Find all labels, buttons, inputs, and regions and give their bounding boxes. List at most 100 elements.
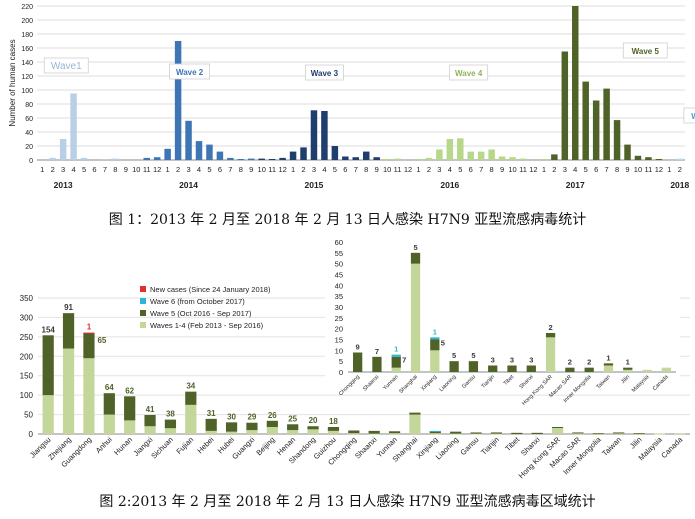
chart1-x-tick: 11 [143, 165, 151, 174]
chart2-x-tick: Fujian [174, 435, 195, 456]
chart2-bar-segment [307, 429, 319, 434]
wave-label-text: Wave 2 [176, 68, 204, 77]
chart2-bar-segment [266, 427, 278, 434]
chart2-bar-label: 1 [87, 323, 92, 332]
chart2-bar-segment [429, 433, 441, 435]
chart1-y-tick: 160 [21, 46, 33, 53]
inset-bar-segment [430, 337, 440, 340]
inset-bar-segment [603, 365, 614, 372]
inset-y-tick: 20 [335, 325, 343, 334]
chart2-bar-segment [409, 414, 421, 434]
figure1-caption: 图 1：2013 年 2 月至 2018 年 2 月 13 日人感染 H7N9 … [108, 212, 587, 228]
chart2-x-tick: Jilin [628, 435, 644, 451]
chart1-x-tick: 9 [249, 165, 253, 174]
chart2-bar-segment [348, 430, 360, 434]
inset-y-tick: 0 [339, 368, 343, 377]
chart2-bar-segment [409, 412, 421, 415]
chart2-bar-segment [551, 427, 564, 429]
chart2-bar-segment [327, 430, 340, 434]
inset-bar-label: 3 [510, 356, 514, 365]
inset-bar-segment [430, 339, 440, 351]
chart2-bar-segment [348, 433, 360, 435]
chart1-y-axis-label: Number of human cases [8, 39, 17, 126]
chart1-year-label: 2018 [670, 180, 689, 190]
chart2-bar-segment [450, 431, 462, 434]
chart2-bar-segment [450, 433, 462, 435]
chart2-bar-segment [307, 426, 319, 430]
inset-bar-segment [430, 350, 440, 372]
chart1-bar [174, 41, 182, 160]
chart1-x-tick: 1 [542, 165, 546, 174]
inset-bar-segment [468, 361, 479, 372]
chart1-bar [153, 157, 161, 160]
chart1-y-tick: 220 [21, 4, 33, 11]
wave-label-text: Wave 6 [691, 112, 695, 121]
epidemic-curve-chart: Number of human cases 020406080100120140… [8, 4, 695, 190]
chart2-bar-segment [287, 430, 299, 434]
chart2-bar-label: 64 [105, 383, 114, 392]
chart1-year-label: 2016 [440, 180, 459, 190]
chart1-x-tick: 9 [500, 165, 504, 174]
inset-bar-segment [526, 365, 536, 372]
chart1-bar [101, 159, 109, 160]
chart1-bar [206, 144, 213, 160]
chart1-y-tick: 100 [21, 88, 33, 95]
chart1-x-tick: 4 [573, 165, 577, 174]
chart2-y-tick: 200 [20, 352, 34, 361]
chart2-bars [42, 313, 686, 435]
chart1-bar [352, 157, 360, 160]
legend-swatch [140, 298, 146, 304]
chart1-bar [216, 151, 224, 160]
chart1-x-tick: 2 [51, 165, 55, 174]
legend-label: New cases (Since 24 January 2018) [150, 285, 271, 294]
chart2-x-tick: Beijing [254, 435, 276, 457]
chart2-y-tick: 250 [20, 333, 34, 342]
inset-y-tick: 55 [335, 249, 343, 258]
inset-y-tick: 60 [335, 238, 343, 247]
chart2-x-tick: Malaysia [637, 434, 665, 462]
chart1-x-tick: 7 [228, 165, 232, 174]
wave-label-box [449, 64, 489, 81]
chart1-bar [457, 138, 464, 160]
inset-y-tick: 50 [335, 260, 343, 269]
chart2-bar-segment [572, 432, 584, 434]
chart2-x-tick: Hebei [195, 435, 215, 455]
chart2-bar-segment [83, 332, 95, 359]
chart1-bar [362, 151, 370, 160]
chart2-x-tick: Taiwan [600, 435, 623, 458]
chart1-wave-label: Wave1 [43, 57, 89, 74]
inset-bar-label: 1 [394, 345, 398, 354]
chart1-bar [634, 155, 642, 160]
chart1-x-tick: 11 [394, 165, 402, 174]
chart1-x-tick: 12 [278, 165, 286, 174]
chart2-bar-segment [551, 427, 564, 434]
chart1-bar [436, 149, 443, 160]
chart2-bar-segment [246, 430, 258, 434]
chart1-bar [112, 158, 119, 160]
chart1-x-tick: 3 [437, 165, 441, 174]
chart1-bar [164, 148, 171, 160]
chart1-x-tick: 8 [490, 165, 494, 174]
inset-bar-label: 7 [402, 356, 406, 365]
chart1-x-tick: 3 [61, 165, 65, 174]
chart1-bar [425, 157, 433, 160]
chart1-year-label: 2015 [305, 180, 324, 190]
chart1-x-tick: 1 [416, 165, 420, 174]
inset-bar-segment [584, 367, 594, 372]
legend-label: Wave 5 (Oct 2016 - Sep 2017) [150, 309, 252, 318]
inset-bar-label: 2 [587, 358, 591, 367]
chart1-y-tick: 140 [21, 60, 33, 67]
chart1-x-tick: 3 [312, 165, 316, 174]
chart1-bar [624, 144, 631, 160]
legend-label: Waves 1-4 (Feb 2013 - Sep 2016) [150, 321, 264, 330]
inset-bar-segment [391, 354, 401, 357]
chart1-x-tick: 2 [301, 165, 305, 174]
inset-bar-segment [372, 356, 382, 372]
inset-y-tick: 30 [335, 303, 343, 312]
inset-bar-label: 5 [413, 243, 417, 252]
chart2-bar-segment [470, 433, 482, 435]
chart1-bar [227, 157, 234, 160]
wave-label-text: Wave1 [51, 61, 82, 72]
